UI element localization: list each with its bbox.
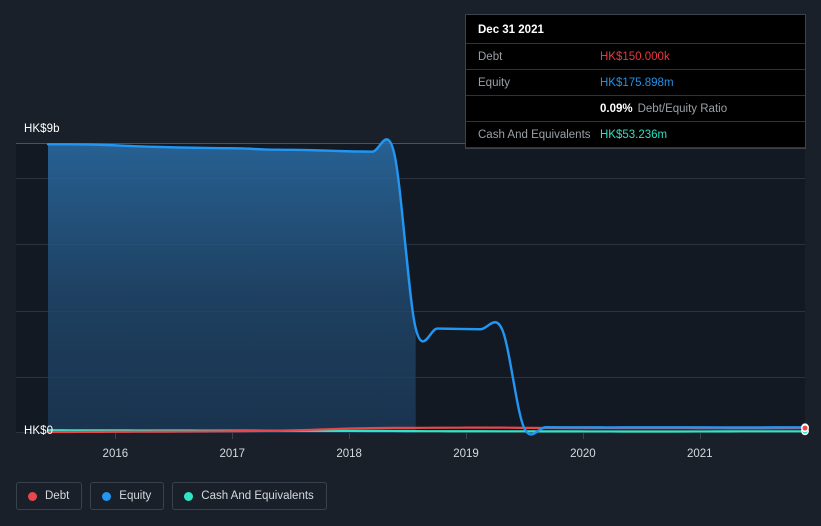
legend-label: Debt — [45, 490, 70, 502]
x-tick-mark-2020 — [582, 433, 584, 439]
x-tick-mark-2017 — [232, 433, 234, 439]
chart-legend: Debt Equity Cash And Equivalents — [16, 482, 327, 510]
x-axis: 2016 2017 2018 2019 2020 2021 — [0, 448, 821, 466]
equity-line — [46, 138, 807, 436]
x-tick-mark-2016 — [115, 433, 117, 439]
legend-label: Equity — [119, 490, 152, 502]
tooltip-equity-label: Equity — [478, 76, 510, 89]
tooltip-date: Dec 31 2021 — [478, 24, 544, 36]
legend-item-equity[interactable]: Equity — [90, 482, 165, 510]
x-tick-label-2021: 2021 — [687, 448, 713, 460]
tooltip-debt-value: HK$150.000k — [600, 50, 670, 63]
plot-area[interactable] — [16, 138, 809, 436]
x-tick-label-2016: 2016 — [102, 448, 129, 460]
x-tick-mark-2019 — [466, 433, 468, 439]
legend-label: Cash And Equivalents — [201, 490, 314, 502]
legend-dot-icon — [102, 491, 112, 501]
tooltip-equity-value: HK$175.898m — [600, 76, 674, 89]
chart-tooltip: Dec 31 2021 Debt HK$150.000k Equity HK$1… — [465, 14, 806, 149]
legend-item-cash-and-equivalents[interactable]: Cash And Equivalents — [172, 482, 327, 510]
x-tick-mark-2021 — [699, 433, 701, 439]
x-tick-label-2019: 2019 — [453, 448, 479, 460]
x-tick-mark-2018 — [349, 433, 351, 439]
y-axis-top-label: HK$9b — [24, 123, 60, 135]
legend-item-debt[interactable]: Debt — [16, 482, 83, 510]
series-layer — [46, 138, 807, 436]
tooltip-row-cash: Cash And Equivalents HK$53.236m — [466, 121, 805, 148]
x-tick-label-2017: 2017 — [219, 448, 246, 460]
legend-dot-icon — [28, 491, 37, 501]
tooltip-debt-label: Debt — [478, 50, 503, 63]
x-tick-label-2018: 2018 — [336, 448, 362, 460]
y-axis-bottom-label: HK$0 — [24, 425, 54, 437]
tooltip-cash-value: HK$53.236m — [600, 128, 668, 141]
tooltip-ratio-percent: 0.09% — [600, 102, 633, 115]
tooltip-row-equity: Equity HK$175.898m — [466, 69, 805, 95]
tooltip-row-debt: Debt HK$150.000k — [466, 43, 805, 69]
legend-dot-icon — [184, 491, 194, 501]
x-tick-label-2020: 2020 — [570, 448, 596, 460]
tooltip-ratio-text: Debt/Equity Ratio — [637, 102, 728, 115]
equity-area-fill — [48, 139, 416, 433]
hover-marker-debt — [801, 424, 809, 433]
tooltip-row-ratio: 0.09% Debt/Equity Ratio — [466, 95, 805, 121]
tooltip-cash-label: Cash And Equivalents — [478, 128, 591, 141]
hover-markers — [801, 423, 809, 436]
tooltip-ratio: 0.09% Debt/Equity Ratio — [600, 103, 727, 115]
chart-canvas — [16, 138, 809, 436]
